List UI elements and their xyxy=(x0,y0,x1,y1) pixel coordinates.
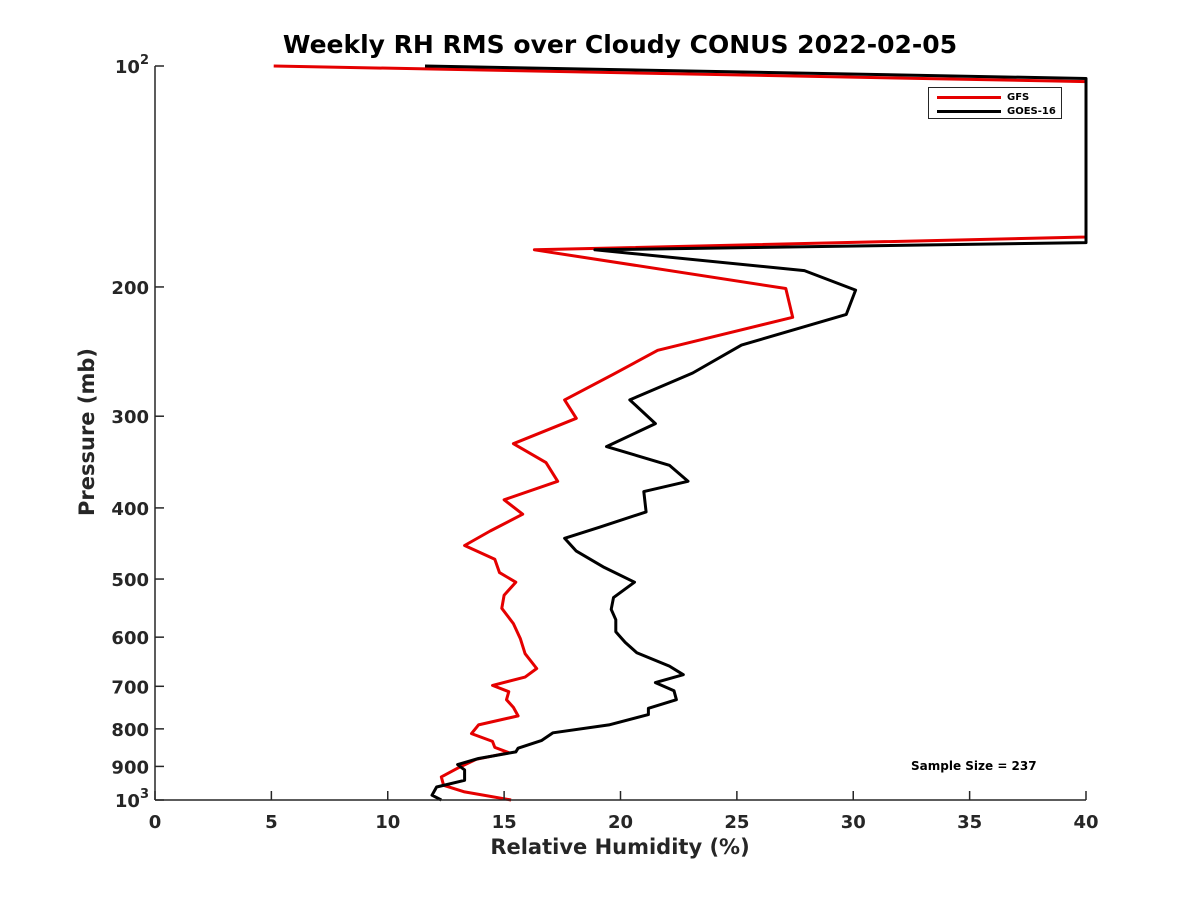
x-tick-label: 15 xyxy=(492,812,517,833)
series-line-gfs xyxy=(273,64,1088,802)
series-layer xyxy=(273,64,1088,802)
x-tick-label: 25 xyxy=(724,812,749,833)
y-tick-label: 200 xyxy=(111,278,149,299)
y-axis-label: Pressure (mb) xyxy=(75,348,99,516)
y-tick-label: 800 xyxy=(111,720,149,741)
chart-title: Weekly RH RMS over Cloudy CONUS 2022-02-… xyxy=(282,30,958,59)
series-line-goes16 xyxy=(424,64,1088,802)
x-tick-label: 20 xyxy=(608,812,633,833)
legend-label-gfs: GFS xyxy=(1007,92,1030,103)
tick-layer: 0 5 10 15 20 25 30 35 40 102 200 300 400 500 600 700 800… xyxy=(111,53,1098,833)
y-tick-label: 300 xyxy=(111,407,149,428)
x-tick-label: 30 xyxy=(841,812,866,833)
y-tick-label: 900 xyxy=(111,757,149,778)
y-tick-label: 102 xyxy=(115,53,149,78)
y-tick-label: 500 xyxy=(111,570,149,591)
y-tick-label: 700 xyxy=(111,677,149,698)
sample-size-annotation: Sample Size = 237 xyxy=(911,759,1037,773)
y-tick-label: 103 xyxy=(115,787,149,812)
x-tick-label: 35 xyxy=(957,812,982,833)
legend: GFS GOES-16 xyxy=(928,87,1062,119)
legend-line-goes16 xyxy=(937,110,1001,113)
legend-label-goes16: GOES-16 xyxy=(1007,106,1056,117)
x-tick-label: 10 xyxy=(375,812,400,833)
y-tick-label: 600 xyxy=(111,628,149,649)
x-tick-label: 0 xyxy=(149,812,162,833)
x-tick-label: 40 xyxy=(1073,812,1098,833)
x-axis-label: Relative Humidity (%) xyxy=(490,835,750,859)
legend-entry-gfs: GFS xyxy=(937,91,1029,104)
legend-line-gfs xyxy=(937,96,1001,99)
legend-entry-goes16: GOES-16 xyxy=(937,105,1056,118)
y-tick-label: 400 xyxy=(111,499,149,520)
x-tick-label: 5 xyxy=(265,812,278,833)
